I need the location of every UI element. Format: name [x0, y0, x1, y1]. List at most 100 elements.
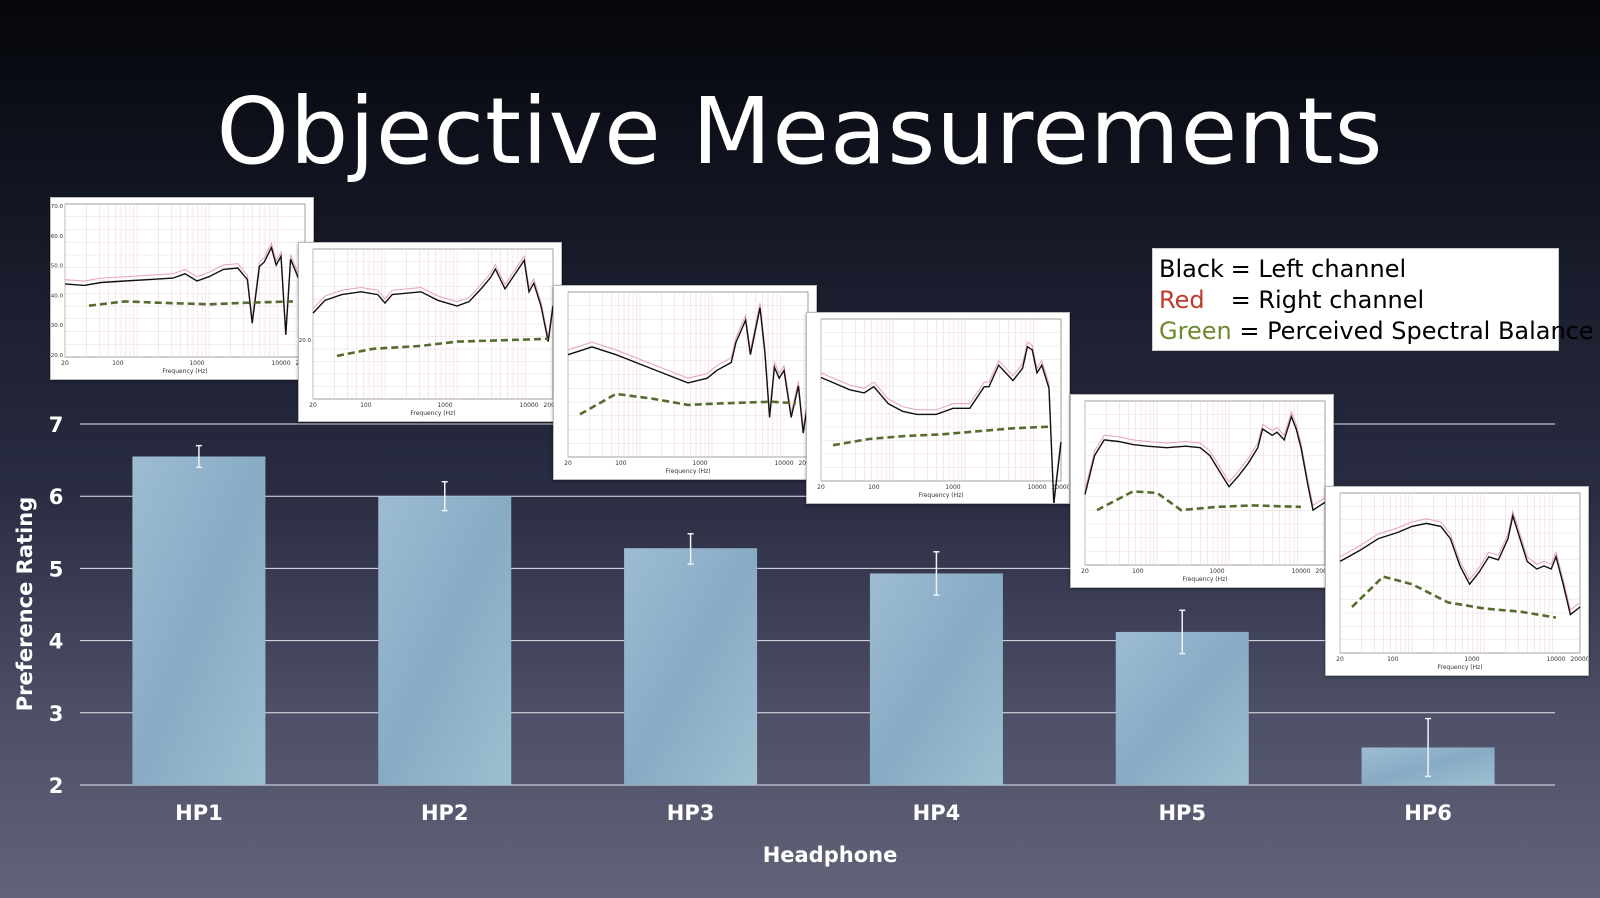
thumbnail-tick-label: 100 [1132, 568, 1144, 575]
thumbnail-right-channel-curve [820, 341, 1062, 500]
x-tick-label: HP5 [1158, 801, 1206, 825]
y-tick-label: 3 [49, 702, 64, 726]
x-tick-label: HP4 [913, 801, 961, 825]
thumbnail-tick-label: 1000 [945, 484, 960, 491]
thumbnail-tick-label: 100 [615, 460, 627, 467]
x-tick-labels: HP1 HP2 HP3 HP4 HP5 HP6 [175, 801, 1452, 825]
thumbnail-tick-label: 10000 [1291, 568, 1310, 575]
thumbnail-y-label: 20.0 [51, 353, 63, 359]
legend-key-black: Black [1159, 255, 1224, 283]
bar [624, 548, 758, 785]
thumbnail-right-channel-curve [1084, 410, 1326, 507]
thumbnail-tick-label: 20 [1081, 568, 1089, 575]
legend-row-black: Black = Left channel [1159, 254, 1552, 285]
thumbnail-left-channel-curve [1084, 414, 1326, 512]
thumbnail-spectral-balance-curve [832, 425, 1050, 447]
legend-row-red: Red = Right channel [1159, 285, 1552, 316]
thumbnail-y-label: 30.0 [51, 323, 63, 329]
legend-desc-black: = Left channel [1230, 255, 1407, 283]
legend-box: Black = Left channel Red = Right channel… [1152, 248, 1594, 351]
thumbnail-x-label: Frequency (Hz) [410, 410, 455, 417]
thumbnail-tick-label: 10000 [271, 360, 290, 367]
thumbnail-left-channel-curve [1339, 513, 1581, 616]
y-tick-labels: 2 3 4 5 6 7 [49, 413, 64, 798]
bars [132, 456, 1495, 785]
thumbnail-tick-label: 10000 [519, 402, 538, 409]
thumbnail-spectral-balance-curve [336, 337, 549, 358]
thumbnail-x-label: Frequency (Hz) [162, 368, 207, 375]
thumbnail-tick-label: 1000 [1464, 656, 1479, 663]
thumbnail-left-channel-curve [820, 345, 1062, 504]
error-bars [195, 444, 1432, 778]
thumbnail-tick-label: 100 [112, 360, 124, 367]
frequency-response-thumbnail: 20 100 1000 10000 20000 Frequency (Hz) [806, 312, 1071, 504]
x-tick-label: HP2 [421, 801, 469, 825]
legend-key-green: Green [1159, 317, 1232, 345]
thumbnail-x-label: Frequency (Hz) [665, 468, 710, 475]
thumbnail-y-label: 20.0 [299, 338, 311, 344]
thumbnail-tick-label: 100 [1387, 656, 1399, 663]
thumbnail-spectral-balance-curve [1351, 575, 1557, 619]
x-axis-label: Headphone [763, 843, 898, 867]
thumbnail-y-label: 50.0 [51, 264, 63, 270]
thumbnail-right-channel-curve [1339, 509, 1581, 611]
bar [132, 456, 266, 785]
x-tick-label: HP6 [1404, 801, 1452, 825]
x-tick-label: HP1 [175, 801, 223, 825]
y-tick-label: 6 [49, 485, 64, 509]
thumbnail-y-label: 70.0 [51, 204, 63, 210]
thumbnail-x-label: Frequency (Hz) [1437, 664, 1482, 671]
bar [869, 573, 1003, 785]
thumbnail-tick-label: 100 [868, 484, 880, 491]
thumbnail-tick-label: 10000 [1027, 484, 1046, 491]
y-axis-label: Preference Rating [13, 497, 37, 711]
thumbnail-left-channel-curve [312, 258, 554, 342]
thumbnail-tick-label: 100 [360, 402, 372, 409]
legend-row-green: Green = Perceived Spectral Balance [1159, 316, 1594, 347]
thumbnail-plot: 20 100 1000 10000 20000 Frequency (Hz) [1336, 492, 1590, 671]
bar [1115, 631, 1249, 785]
thumbnail-tick-label: 20 [817, 484, 825, 491]
thumbnail-x-label: Frequency (Hz) [1182, 576, 1227, 583]
thumbnail-right-channel-curve [312, 254, 554, 338]
thumbnail-tick-label: 1000 [189, 360, 204, 367]
legend-desc-red: = Right channel [1230, 286, 1425, 314]
thumbnail-left-channel-curve [567, 307, 809, 434]
x-tick-label: HP3 [667, 801, 715, 825]
bar [378, 496, 512, 785]
thumbnail-left-channel-curve [64, 245, 306, 335]
thumbnail-tick-label: 20000 [1051, 484, 1069, 491]
thumbnail-tick-label: 10000 [774, 460, 793, 467]
y-tick-label: 7 [49, 413, 64, 437]
thumbnail-tick-label: 20 [1336, 656, 1344, 663]
thumbnail-tick-label: 1000 [692, 460, 707, 467]
thumbnail-tick-label: 20 [564, 460, 572, 467]
thumbnail-tick-label: 1000 [1209, 568, 1224, 575]
legend-key-red: Red [1159, 286, 1205, 314]
thumbnail-tick-label: 20000 [1570, 656, 1588, 663]
thumbnail-tick-label: 1000 [437, 402, 452, 409]
y-tick-label: 5 [49, 557, 64, 581]
frequency-response-thumbnail: 20 100 1000 10000 20000 Frequency (Hz) [1325, 486, 1590, 676]
y-tick-label: 4 [49, 630, 64, 654]
legend-desc-green: = Perceived Spectral Balance [1239, 317, 1594, 345]
y-tick-label: 2 [49, 774, 64, 798]
slide-title: Objective Measurements [216, 78, 1384, 185]
thumbnail-spectral-balance-curve [579, 392, 797, 416]
thumbnail-tick-label: 20 [309, 402, 317, 409]
thumbnail-tick-label: 20 [61, 360, 69, 367]
thumbnail-y-label: 40.0 [51, 293, 63, 299]
thumbnail-x-label: Frequency (Hz) [918, 492, 963, 499]
thumbnail-plot: 20 100 1000 10000 20000 Frequency (Hz) [817, 318, 1071, 504]
thumbnail-tick-label: 10000 [1546, 656, 1565, 663]
thumbnail-spectral-balance-curve [1096, 490, 1302, 512]
